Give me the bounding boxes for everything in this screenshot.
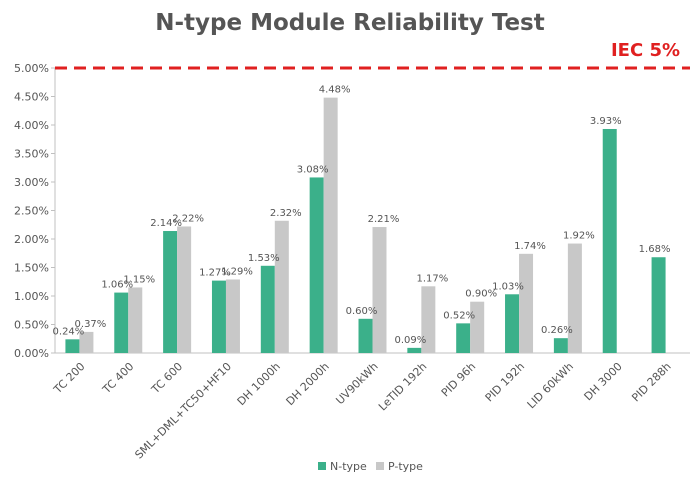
y-tick-label: 4.00% (14, 119, 49, 132)
iec-limit-label: IEC 5% (611, 40, 680, 61)
y-tick-label: 3.00% (14, 176, 49, 189)
x-tick-label: PID 192h (483, 360, 527, 404)
n-type-data-label: 2.14% (150, 218, 182, 229)
x-tick-label: PID 96h (439, 360, 478, 399)
p-type-bar (470, 301, 485, 353)
y-tick-label: 2.50% (14, 205, 49, 218)
n-type-bar (651, 257, 666, 353)
n-type-bar (602, 128, 617, 353)
p-type-data-label: 4.48% (319, 85, 351, 96)
n-type-bar (114, 292, 129, 353)
axes: 0.00% 0.50% 1.00% 1.50% 2.00% 2.50% 3.00% 3.50%… (14, 62, 690, 462)
n-type-bar (407, 347, 422, 353)
n-type-data-label: 0.26% (541, 325, 573, 336)
p-type-data-label: 2.32% (270, 208, 302, 219)
n-type-bar (456, 323, 471, 353)
limit-line-group: IEC 5% (55, 40, 690, 70)
p-type-bar (372, 227, 387, 353)
x-tick-label: TC 400 (99, 360, 136, 397)
n-type-data-label: 0.09% (394, 335, 426, 346)
legend-label-p-type: P-type (388, 460, 423, 473)
data-labels: 0.24%0.37% 1.06%1.15% 2.14%2.22% 1.27%1.29%… (53, 85, 671, 346)
n-type-bar (211, 280, 226, 353)
p-type-bar (128, 287, 143, 353)
bars (65, 97, 666, 353)
y-tick-label: 4.50% (14, 91, 49, 104)
legend: N-type P-type (318, 460, 423, 473)
n-type-data-label: 1.53% (248, 253, 280, 264)
p-type-data-label: 1.15% (123, 274, 155, 285)
p-type-bar (323, 97, 338, 353)
n-type-data-label: 3.08% (297, 164, 329, 175)
p-type-bar (274, 220, 289, 353)
p-type-data-label: 2.21% (368, 214, 400, 225)
y-tick-label: 3.50% (14, 148, 49, 161)
n-type-bar (260, 265, 275, 353)
n-type-bar (65, 339, 80, 353)
legend-swatch-n-type (318, 462, 326, 470)
x-tick-label: TC 200 (51, 360, 88, 397)
y-tick-label: 0.50% (14, 319, 49, 332)
n-type-bar (358, 318, 373, 353)
n-type-data-label: 1.06% (101, 280, 133, 291)
n-type-data-label: 3.93% (590, 116, 622, 127)
x-tick-label: DH 1000h (235, 360, 283, 408)
x-tick-label: TC 600 (148, 360, 185, 397)
x-tick-label: LID 60kWh (525, 360, 576, 411)
y-tick-label: 0.00% (14, 347, 49, 360)
p-type-bar (79, 331, 94, 353)
x-tick-label: DH 2000h (284, 360, 332, 408)
y-tick-label: 1.50% (14, 262, 49, 275)
legend-label-n-type: N-type (330, 460, 367, 473)
p-type-data-label: 0.90% (465, 289, 497, 300)
x-tick-label: PID 288h (629, 360, 673, 404)
x-tick-label: UV90kWh (333, 360, 380, 407)
n-type-data-label: 1.03% (492, 281, 524, 292)
p-type-bar (225, 279, 240, 353)
n-type-data-label: 0.24% (53, 326, 85, 337)
n-type-data-label: 1.68% (639, 244, 671, 255)
p-type-data-label: 0.37% (75, 319, 107, 330)
y-tick-label: 5.00% (14, 62, 49, 75)
p-type-data-label: 1.17% (416, 273, 448, 284)
p-type-bar (177, 226, 192, 353)
legend-swatch-p-type (376, 462, 384, 470)
p-type-bar (567, 243, 582, 353)
y-tick-label: 2.00% (14, 233, 49, 246)
x-tick-label: DH 3000 (582, 360, 625, 403)
p-type-bar (519, 253, 534, 353)
n-type-data-label: 0.52% (443, 310, 475, 321)
n-type-bar (505, 294, 520, 353)
p-type-bar (421, 286, 436, 353)
n-type-bar (553, 338, 568, 353)
y-tick-label: 1.00% (14, 290, 49, 303)
n-type-data-label: 1.27% (199, 268, 231, 279)
n-type-bar (309, 177, 324, 353)
p-type-data-label: 1.92% (563, 231, 595, 242)
p-type-data-label: 2.22% (172, 213, 204, 224)
n-type-bar (163, 231, 178, 353)
p-type-data-label: 1.29% (221, 266, 253, 277)
p-type-data-label: 1.74% (514, 241, 546, 252)
x-tick-label: LeTID 192h (376, 360, 429, 413)
chart-title: N-type Module Reliability Test (155, 10, 545, 36)
x-tick-label: SML+DML+TC50+HF10 (132, 360, 234, 462)
n-type-data-label: 0.60% (346, 306, 378, 317)
